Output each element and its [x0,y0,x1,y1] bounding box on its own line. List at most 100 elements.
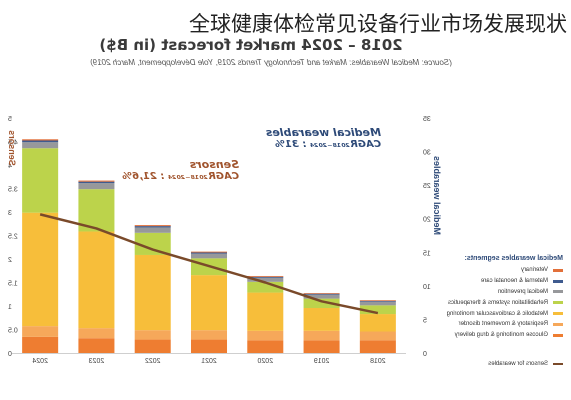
medical-cagr-callout: Medical wearables CAGR₂₀₁₈₋₂₀₂₄ : 31% [266,126,381,150]
x-tick-label: 2021 [201,358,217,365]
bar-segment [78,231,115,329]
bar-segment [247,340,284,353]
x-tick-label: 2023 [89,358,105,365]
left-axis-tick-label: 1.5 [8,281,18,288]
bar-segment [134,254,171,331]
left-axis-tick-label: 3 [8,210,12,217]
legend-swatch [553,362,563,365]
bar-segment [247,277,284,282]
legend-item: Glucose monitoring & drug delivery [423,330,563,341]
bar-segment [134,227,171,233]
legend-label: Maternal & neonatal care [480,278,548,285]
legend-label: Respiratory & movement disorder [458,321,548,328]
medical-callout-cagr: CAGR₂₀₁₈₋₂₀₂₄ : 31% [274,139,381,150]
right-axis-tick-label: 10 [423,284,431,291]
left-axis-tick-label: 2.5 [8,234,18,241]
left-axis-tick-label: 2 [8,257,12,264]
bar-segment [303,340,340,353]
legend-label: Medical prevention [497,288,548,295]
left-axis-tick-label: 5 [8,116,12,123]
sensors-callout-title: Sensors [189,158,239,171]
legend-label: Glucose monitoring & drug delivery [454,332,548,339]
sensors-callout-cagr: CAGR₂₀₁₈₋₂₀₂₄ : 21,6% [122,171,239,182]
bar-segment [247,281,284,293]
bar-segment [359,305,396,315]
bar-segment [359,340,396,353]
bar-segment [78,183,115,190]
left-axis-tick-label: 3.5 [8,187,18,194]
bar-segment [134,232,171,255]
x-tick-label: 2020 [257,358,273,365]
bar-segment [190,252,228,254]
right-axis-tick-label: 35 [423,116,431,123]
right-axis-label: Medical wearables [432,156,442,235]
bar-segment [134,225,171,227]
left-axis-tick-label: 4.5 [8,140,18,147]
right-axis-tick-label: 20 [423,217,431,224]
legend-item: Veterinary [423,265,563,276]
right-axis-tick-label: 0 [423,351,427,358]
legend-item: Medical prevention [423,287,563,298]
legend-item: Maternal & neonatal care [423,276,563,287]
bar-segment [134,226,171,228]
left-axis-label: Sensors [7,130,17,166]
legend-title: Medical wearables segments: [464,255,563,262]
bar-segment [303,293,340,295]
bar-segment [22,326,59,337]
legend-swatch [553,279,563,283]
bar-segment [303,330,340,341]
bar-segment [247,330,284,341]
bar-segment [303,293,340,294]
right-axis-tick-label: 30 [423,150,431,157]
right-axis-tick-label: 5 [423,317,427,324]
sensors-cagr-callout: Sensors CAGR₂₀₁₈₋₂₀₂₄ : 21,6% [122,158,239,182]
bar-segment [359,314,396,332]
bar-segment [190,339,228,353]
bar-segment [359,331,396,341]
legend-label: Veterinary [520,267,548,274]
bar-segment [78,328,115,339]
left-axis-tick-label: 0 [8,351,12,358]
bar-segment [22,139,59,141]
bar-segment [22,336,59,353]
medical-callout-title: Medical wearables [265,126,381,139]
right-axis-tick-label: 25 [423,183,431,190]
bar-segment [22,142,59,149]
headline: 全球健康体检常见设备行业市场发展现状 [189,12,567,36]
legend-label: Metabolic & cardiovascular monitoring [446,310,548,317]
left-axis-tick-label: 0.5 [8,328,18,335]
legend-label: Rehabilitation systems & therapeutics [447,299,548,306]
x-tick-label: 2018 [370,358,386,365]
bar-segment [22,148,59,213]
bar-segment [359,300,396,302]
legend-label: Sensors for wearables [488,360,548,367]
bar-segment [190,251,228,253]
bar-segment [134,330,171,340]
legend-swatch [553,268,563,272]
legend-item: Rehabilitation systems & therapeutics [423,297,563,308]
x-tick-label: 2022 [145,358,161,365]
legend-swatch [553,333,563,337]
x-tick-label: 2019 [314,358,330,365]
legend-swatch [553,312,563,316]
x-tick-label: 2024 [32,358,48,365]
legend-item-line: Sensors for wearables [423,359,563,370]
bar-segment [303,298,340,309]
legend-item: Metabolic & cardiovascular monitoring [423,308,563,319]
right-axis-tick-label: 15 [423,250,431,257]
bar-segment [303,294,340,299]
bar-segment [247,276,284,278]
bar-segment [247,292,284,331]
bar-segment [78,338,115,353]
left-axis-tick-label: 4 [8,163,12,170]
bar-segment [22,212,59,327]
bar-segment [359,300,396,301]
bar-segment [190,330,228,340]
bar-segment [134,339,171,353]
bar-segment [190,253,228,259]
bar-segment [303,308,340,331]
legend-item: Respiratory & movement disorder [423,319,563,330]
